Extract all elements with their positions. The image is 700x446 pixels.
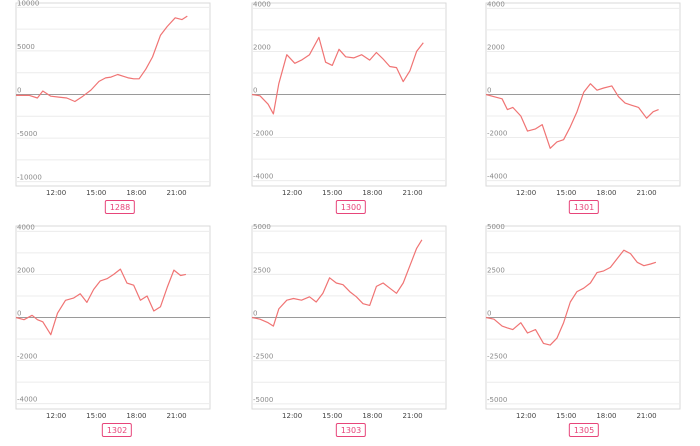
chart-tag-1301[interactable]: 1301 (568, 200, 600, 214)
y-tick-label: 5000 (253, 223, 271, 231)
x-tick-label: 12:00 (516, 412, 536, 420)
chart-panel-1288: 10000 5000 0 -5000 -10000 12:00 15:00 18:00 21:0… (4, 0, 216, 220)
x-tick-label: 15:00 (86, 189, 106, 197)
x-tick-label: 18:00 (126, 189, 146, 197)
chart-tag-1303[interactable]: 1303 (335, 423, 367, 437)
y-tick-label: 0 (17, 310, 21, 318)
y-tick-label: -4000 (17, 396, 37, 404)
y-tick-label: -4000 (253, 173, 273, 181)
y-tick-label: 5000 (17, 43, 35, 51)
x-tick-label: 18:00 (362, 412, 382, 420)
x-tick-label: 21:00 (636, 189, 656, 197)
y-tick-label: -10000 (17, 174, 42, 182)
x-tick-label: 15:00 (86, 412, 106, 420)
x-tick-label: 21:00 (402, 412, 422, 420)
x-tick-label: 21:00 (636, 412, 656, 420)
chart-tag-1300[interactable]: 1300 (335, 200, 367, 214)
y-tick-label: 4000 (17, 223, 35, 231)
line-chart: 4000 2000 0 -2000 -4000 12:00 15:00 18:00 21:00 (251, 0, 447, 197)
series-line (485, 249, 657, 346)
y-tick-label: -2000 (253, 130, 273, 138)
x-tick-label: 12:00 (46, 412, 66, 420)
x-tick-label: 18:00 (596, 412, 616, 420)
y-tick-label: 2000 (487, 43, 505, 51)
line-chart: 5000 2500 0 -2500 -5000 12:00 15:00 18:00 21:00 (485, 223, 681, 420)
y-tick-label: -5000 (17, 130, 37, 138)
chart-panel-1305: 5000 2500 0 -2500 -5000 12:00 15:00 18:00 21:00 … (474, 223, 686, 443)
y-tick-label: 0 (487, 310, 491, 318)
y-tick-label: 2000 (17, 266, 35, 274)
x-tick-label: 12:00 (282, 412, 302, 420)
x-tick-label: 15:00 (556, 189, 576, 197)
series-line (15, 268, 187, 336)
line-chart: 5000 2500 0 -2500 -5000 12:00 15:00 18:00 21:00 (251, 223, 447, 420)
x-tick-label: 15:00 (556, 412, 576, 420)
y-tick-label: 5000 (487, 223, 505, 231)
chart-panel-1302: 4000 2000 0 -2000 -4000 12:00 15:00 18:00 21:00 … (4, 223, 216, 443)
chart-panel-1303: 5000 2500 0 -2500 -5000 12:00 15:00 18:00 21:00 … (240, 223, 452, 443)
y-tick-label: -4000 (487, 173, 507, 181)
line-chart: 4000 2000 0 -2000 -4000 12:00 15:00 18:00 21:00 (485, 0, 681, 197)
x-tick-label: 18:00 (126, 412, 146, 420)
series-line (485, 83, 659, 149)
y-tick-label: 4000 (487, 0, 505, 8)
y-tick-label: 0 (17, 87, 21, 95)
y-tick-label: 2000 (253, 43, 271, 51)
x-tick-label: 12:00 (282, 189, 302, 197)
x-tick-label: 15:00 (322, 412, 342, 420)
y-tick-label: -2000 (17, 353, 37, 361)
y-tick-label: -2500 (487, 353, 507, 361)
line-chart: 4000 2000 0 -2000 -4000 12:00 15:00 18:00 21:00 (15, 223, 211, 420)
x-tick-label: 21:00 (166, 189, 186, 197)
y-tick-label: 0 (487, 87, 491, 95)
series-line (16, 15, 188, 103)
x-tick-label: 18:00 (596, 189, 616, 197)
y-tick-label: 4000 (253, 0, 271, 8)
x-tick-label: 18:00 (362, 189, 382, 197)
y-tick-label: -2500 (253, 353, 273, 361)
y-tick-label: 10000 (17, 0, 39, 7)
series-line (251, 36, 424, 115)
x-tick-label: 12:00 (46, 189, 66, 197)
x-tick-label: 12:00 (516, 189, 536, 197)
y-tick-label: 0 (253, 310, 257, 318)
y-tick-label: 0 (253, 87, 257, 95)
chart-panel-1301: 4000 2000 0 -2000 -4000 12:00 15:00 18:00 21:00 … (474, 0, 686, 220)
x-tick-label: 21:00 (166, 412, 186, 420)
line-chart: 10000 5000 0 -5000 -10000 12:00 15:00 18:00 21:0… (15, 0, 211, 197)
chart-panel-1300: 4000 2000 0 -2000 -4000 12:00 15:00 18:00 21:00 … (240, 0, 452, 220)
chart-tag-1302[interactable]: 1302 (101, 423, 133, 437)
series-line (251, 239, 423, 327)
y-tick-label: -5000 (253, 396, 273, 404)
x-tick-label: 15:00 (322, 189, 342, 197)
chart-tag-1288[interactable]: 1288 (104, 200, 136, 214)
y-tick-label: -2000 (487, 130, 507, 138)
y-tick-label: 2500 (487, 266, 505, 274)
y-tick-label: 2500 (253, 266, 271, 274)
y-tick-label: -5000 (487, 396, 507, 404)
x-tick-label: 21:00 (402, 189, 422, 197)
chart-tag-1305[interactable]: 1305 (568, 423, 600, 437)
